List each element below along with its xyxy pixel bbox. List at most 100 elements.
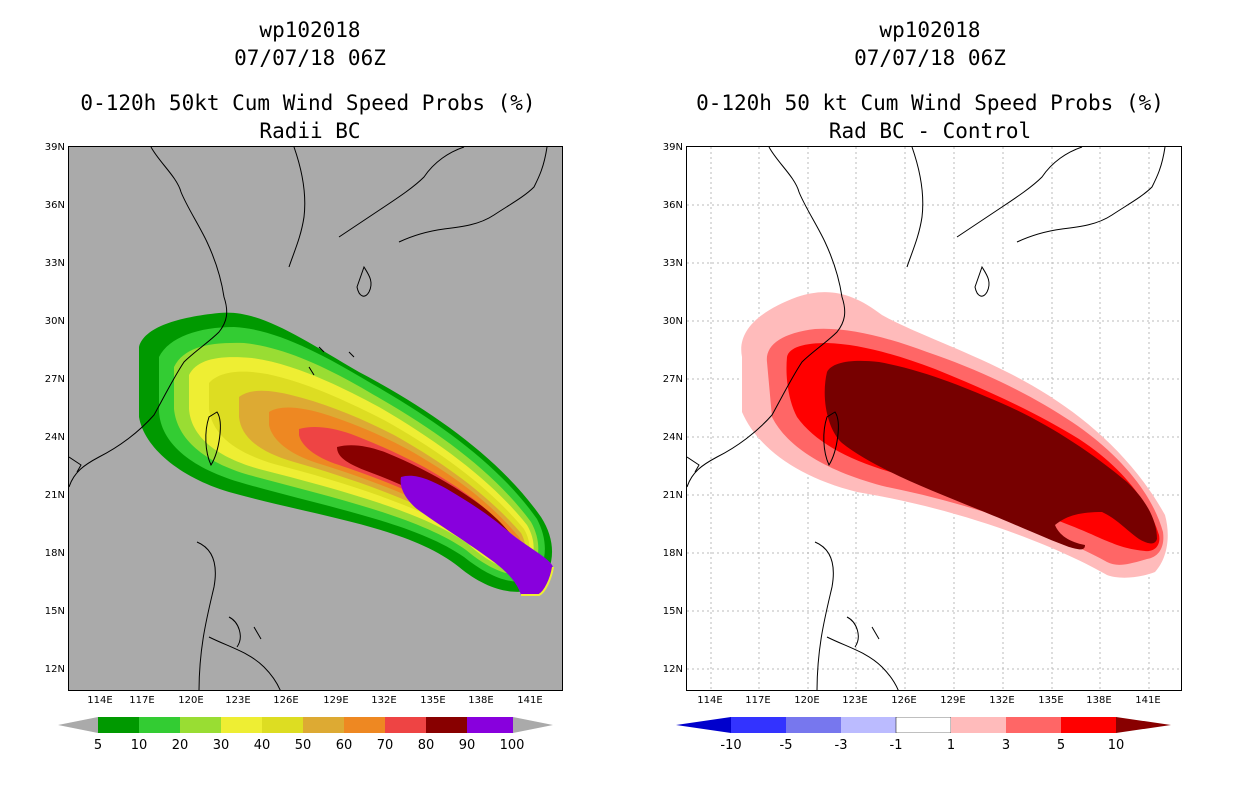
left-lon-129: 129E: [323, 695, 349, 706]
left-cb-label-80: 80: [417, 738, 435, 753]
left-cb-label-40: 40: [253, 738, 271, 753]
right-lat-30: 30N: [662, 316, 683, 327]
right-colorbar-bin-m10: [731, 717, 786, 733]
left-title-storm: wp102018: [259, 18, 361, 42]
right-lon-117: 117E: [745, 695, 771, 706]
left-colorbar-bin-60: [344, 717, 385, 733]
right-lon-123: 123E: [842, 695, 868, 706]
left-colorbar-bin-40: [262, 717, 303, 733]
right-lat-21: 21N: [662, 490, 683, 501]
right-lat-18: 18N: [662, 548, 683, 559]
right-colorbar: [676, 717, 1171, 733]
right-title-storm: wp102018: [879, 18, 981, 42]
left-cb-label-60: 60: [335, 738, 353, 753]
left-cb-label-100: 100: [499, 738, 525, 753]
right-lat-36: 36N: [662, 200, 683, 211]
right-colorbar-low-arrow: [676, 717, 731, 733]
left-lon-141: 141E: [517, 695, 543, 706]
right-colorbar-bin-m3: [841, 717, 896, 733]
left-colorbar-bin-10: [139, 717, 180, 733]
left-band-90: [400, 475, 553, 595]
left-lat-12: 12N: [44, 664, 65, 675]
left-lat-33: 33N: [44, 258, 65, 269]
right-lon-129: 129E: [940, 695, 966, 706]
right-lat-39: 39N: [662, 142, 683, 153]
right-cb-label-3: 3: [1001, 738, 1011, 753]
right-colorbar-bin-1: [951, 717, 1006, 733]
left-lon-138: 138E: [468, 695, 494, 706]
left-colorbar-bin-5: [98, 717, 139, 733]
left-lat-36: 36N: [44, 200, 65, 211]
left-lat-18: 18N: [44, 548, 65, 559]
right-map-panel: [686, 146, 1182, 691]
left-colorbar-high-arrow: [513, 717, 553, 733]
right-cb-label-10: 10: [1107, 738, 1125, 753]
left-lon-114: 114E: [87, 695, 113, 706]
right-lon-135: 135E: [1038, 695, 1064, 706]
left-cb-label-90: 90: [458, 738, 476, 753]
left-probability-map: [69, 147, 554, 690]
right-lat-27: 27N: [662, 374, 683, 385]
right-colorbar-bin-3: [1006, 717, 1061, 733]
right-lon-120: 120E: [794, 695, 820, 706]
right-difference-map: [687, 147, 1181, 690]
left-colorbar-bin-80: [426, 717, 467, 733]
left-colorbar-bin-70: [385, 717, 426, 733]
left-colorbar: [58, 717, 553, 733]
right-lon-132: 132E: [989, 695, 1015, 706]
right-colorbar-high-arrow: [1116, 717, 1171, 733]
left-colorbar-bin-50: [303, 717, 344, 733]
right-cb-label-m10: -10: [720, 738, 742, 753]
left-title-product: 0-120h 50kt Cum Wind Speed Probs (%): [80, 91, 536, 115]
right-lat-24: 24N: [662, 432, 683, 443]
right-cb-label-1: 1: [946, 738, 956, 753]
left-cb-label-5: 5: [93, 738, 103, 753]
left-band-100-edge: [521, 566, 554, 596]
left-cb-label-50: 50: [294, 738, 312, 753]
left-lat-30: 30N: [44, 316, 65, 327]
left-title-date: 07/07/18 06Z: [234, 46, 386, 70]
right-lat-33: 33N: [662, 258, 683, 269]
right-cb-label-m3: -3: [834, 738, 848, 753]
right-lat-12: 12N: [662, 664, 683, 675]
right-title-subtitle: Rad BC - Control: [828, 119, 1032, 143]
left-lat-24: 24N: [44, 432, 65, 443]
left-map-panel: 39N: [68, 146, 563, 691]
left-colorbar-low-arrow: [58, 717, 98, 733]
right-colorbar-bin-5: [1061, 717, 1116, 733]
right-cb-label-m5: -5: [779, 738, 793, 753]
right-grid-lines: [687, 147, 1181, 690]
left-colorbar-bin-90: [467, 717, 513, 733]
left-lon-117: 117E: [129, 695, 155, 706]
left-lon-132: 132E: [371, 695, 397, 706]
left-cb-label-30: 30: [212, 738, 230, 753]
right-coastlines: [687, 147, 1166, 690]
left-lat-15: 15N: [44, 606, 65, 617]
right-band-10: [824, 360, 1157, 550]
right-cb-label-m1: -1: [889, 738, 903, 753]
right-colorbar-bin-m1: [895, 717, 952, 733]
left-lat-39: 39N: [44, 142, 65, 153]
left-lon-123: 123E: [225, 695, 251, 706]
left-title-subtitle: Radii BC: [259, 119, 361, 143]
left-cb-label-20: 20: [171, 738, 189, 753]
right-cb-label-5: 5: [1056, 738, 1066, 753]
left-colorbar-bin-20: [180, 717, 221, 733]
left-lon-120: 120E: [178, 695, 204, 706]
right-title-product: 0-120h 50 kt Cum Wind Speed Probs (%): [696, 91, 1164, 115]
right-colorbar-bin-m5: [786, 717, 841, 733]
left-coastlines: [69, 147, 548, 690]
right-title-date: 07/07/18 06Z: [854, 46, 1006, 70]
left-lat-21: 21N: [44, 490, 65, 501]
right-lon-126: 126E: [891, 695, 917, 706]
right-lat-15: 15N: [662, 606, 683, 617]
left-lat-27: 27N: [44, 374, 65, 385]
left-lon-126: 126E: [273, 695, 299, 706]
right-lon-114: 114E: [697, 695, 723, 706]
left-cb-label-70: 70: [376, 738, 394, 753]
left-colorbar-bin-30: [221, 717, 262, 733]
right-lon-138: 138E: [1086, 695, 1112, 706]
right-lon-141: 141E: [1135, 695, 1161, 706]
left-cb-label-10: 10: [130, 738, 148, 753]
left-lon-135: 135E: [420, 695, 446, 706]
